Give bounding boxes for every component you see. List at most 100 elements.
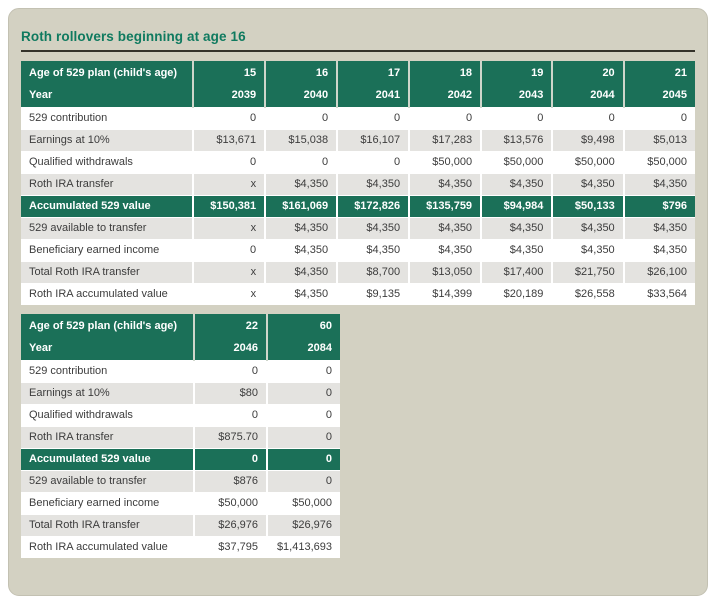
cell-value: $26,100 <box>622 261 695 283</box>
cell-value: 0 <box>408 107 482 129</box>
row-label: Roth IRA transfer <box>21 426 194 448</box>
cell-value: $37,795 <box>193 536 267 558</box>
cell-value: $875.70 <box>193 426 267 448</box>
cell-value: $4,350 <box>551 217 624 239</box>
header-label: Age of 529 plan (child's age) <box>21 61 194 84</box>
cell-value: $16,107 <box>336 129 410 151</box>
table-row: Accumulated 529 value 0 0 <box>21 448 340 470</box>
cell-value: $150,381 <box>192 195 266 217</box>
cell-value: $161,069 <box>264 195 338 217</box>
cell-value: $4,350 <box>480 239 553 261</box>
cell-value: $9,498 <box>551 129 624 151</box>
table-row: Roth IRA transfer x $4,350 $4,350 $4,350 $4,3… <box>21 173 695 195</box>
cell-value: $17,283 <box>408 129 482 151</box>
cell-value: $13,671 <box>192 129 266 151</box>
cell-value: $9,135 <box>336 283 410 305</box>
table-row: Accumulated 529 value $150,381 $161,069 $17… <box>21 195 695 217</box>
table-row: 529 contribution 0 0 <box>21 360 340 382</box>
row-label: 529 available to transfer <box>21 470 194 492</box>
row-label: Accumulated 529 value <box>21 448 194 470</box>
cell-value: 0 <box>480 107 553 129</box>
header-value: 20 <box>551 61 624 84</box>
cell-value: 0 <box>264 107 338 129</box>
header-label: Year <box>21 84 194 107</box>
header-value: 2041 <box>336 84 410 107</box>
table-header: Age of 529 plan (child's age) 15 16 17 18 19 2… <box>21 61 695 107</box>
table-container-1: Age of 529 plan (child's age) 15 16 17 18 19 2… <box>21 61 695 305</box>
cell-value: $4,350 <box>551 239 624 261</box>
cell-value: $4,350 <box>622 173 695 195</box>
header-value: 22 <box>193 314 267 337</box>
cell-value: $8,700 <box>336 261 410 283</box>
table-header: Age of 529 plan (child's age) 22 60 Year 204… <box>21 314 340 360</box>
row-label: Earnings at 10% <box>21 129 194 151</box>
cell-value: $17,400 <box>480 261 553 283</box>
header-value: 2040 <box>264 84 338 107</box>
cell-value: $4,350 <box>264 283 338 305</box>
title-rule <box>21 50 695 52</box>
table-row: Qualified withdrawals 0 0 <box>21 404 340 426</box>
cell-value: 0 <box>192 239 266 261</box>
cell-value: $4,350 <box>408 239 482 261</box>
table-row: Total Roth IRA transfer $26,976 $26,976 <box>21 514 340 536</box>
cell-value: 0 <box>551 107 624 129</box>
cell-value: $13,050 <box>408 261 482 283</box>
table-roth-ages-22-60: Age of 529 plan (child's age) 22 60 Year 204… <box>21 314 340 558</box>
cell-value: $4,350 <box>408 173 482 195</box>
row-label: Total Roth IRA transfer <box>21 261 194 283</box>
cell-value: $1,413,693 <box>266 536 340 558</box>
cell-value: $4,350 <box>336 217 410 239</box>
header-value: 2039 <box>192 84 266 107</box>
cell-value: $80 <box>193 382 267 404</box>
table-row: Roth IRA transfer $875.70 0 <box>21 426 340 448</box>
table-row: Earnings at 10% $13,671 $15,038 $16,107 $17,… <box>21 129 695 151</box>
cell-value: $4,350 <box>264 261 338 283</box>
table-row: Qualified withdrawals 0 0 0 $50,000 $50,000 $5… <box>21 151 695 173</box>
cell-value: $50,000 <box>551 151 624 173</box>
row-label: Total Roth IRA transfer <box>21 514 194 536</box>
header-label: Year <box>21 337 194 360</box>
header-value: 60 <box>266 314 340 337</box>
header-row: Age of 529 plan (child's age) 15 16 17 18 19 2… <box>21 61 695 84</box>
header-value: 2045 <box>622 84 695 107</box>
header-value: 2046 <box>193 337 267 360</box>
roth-rollover-card: Roth rollovers beginning at age 16 Age o… <box>8 8 708 596</box>
table-row: Beneficiary earned income 0 $4,350 $4,350 $4… <box>21 239 695 261</box>
table-body: 529 contribution 0 0 0 0 0 0 0 Earnings at 10% $1… <box>21 107 695 305</box>
header-row: Year 2046 2084 <box>21 337 340 360</box>
cell-value: $4,350 <box>264 173 338 195</box>
header-value: 15 <box>192 61 266 84</box>
cell-value: 0 <box>192 151 266 173</box>
cell-value: $50,000 <box>266 492 340 514</box>
table-row: Total Roth IRA transfer x $4,350 $8,700 $13,… <box>21 261 695 283</box>
cell-value: 0 <box>266 448 340 470</box>
cell-value: x <box>192 283 266 305</box>
header-value: 21 <box>622 61 695 84</box>
cell-value: $50,000 <box>622 151 695 173</box>
cell-value: $4,350 <box>264 239 338 261</box>
cell-value: $13,576 <box>480 129 553 151</box>
table-row: Beneficiary earned income $50,000 $50,000 <box>21 492 340 514</box>
cell-value: 0 <box>266 470 340 492</box>
cell-value: $20,189 <box>480 283 553 305</box>
header-value: 17 <box>336 61 410 84</box>
cell-value: $4,350 <box>408 217 482 239</box>
cell-value: $94,984 <box>480 195 553 217</box>
cell-value: $135,759 <box>408 195 482 217</box>
cell-value: 0 <box>336 151 410 173</box>
cell-value: $4,350 <box>336 239 410 261</box>
cell-value: 0 <box>336 107 410 129</box>
cell-value: $33,564 <box>622 283 695 305</box>
cell-value: $4,350 <box>622 239 695 261</box>
cell-value: $14,399 <box>408 283 482 305</box>
cell-value: $26,976 <box>193 514 267 536</box>
cell-value: x <box>192 173 266 195</box>
table-row: Earnings at 10% $80 0 <box>21 382 340 404</box>
row-label: Roth IRA accumulated value <box>21 536 194 558</box>
cell-value: $26,558 <box>551 283 624 305</box>
row-label: 529 contribution <box>21 360 194 382</box>
row-label: 529 contribution <box>21 107 194 129</box>
cell-value: 0 <box>266 382 340 404</box>
cell-value: $876 <box>193 470 267 492</box>
